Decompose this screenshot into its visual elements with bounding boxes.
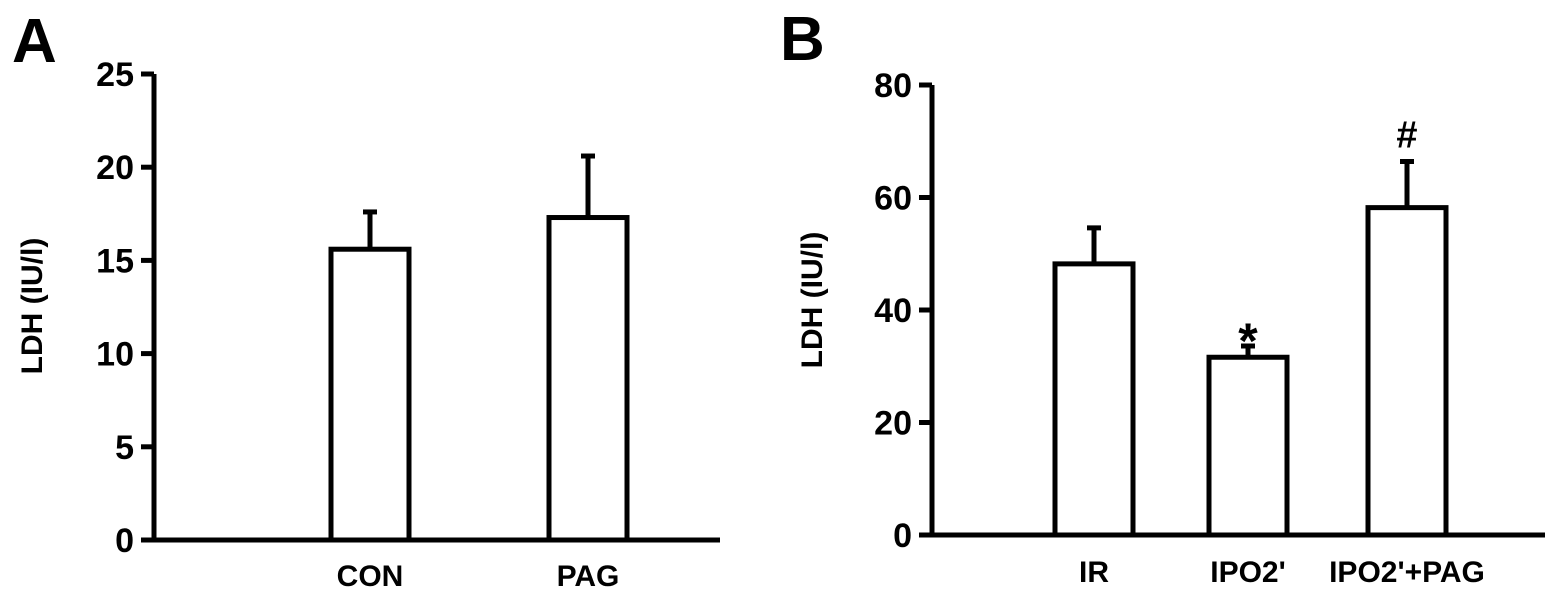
panel-a: A LDH (IU/l) 0 5 10 15 20 25 CON PAG <box>12 7 720 593</box>
bar <box>1365 205 1449 538</box>
y-tick-label: 5 <box>115 429 134 467</box>
bar <box>1052 261 1136 538</box>
y-axis-label: LDH (IU/l) <box>796 232 829 369</box>
x-tick-label: IR <box>1079 556 1109 589</box>
x-tick-label: CON <box>337 560 404 593</box>
panel-b: B LDH (IU/l) 0 20 40 60 80 IR * IPO2' # IPO2'+PAG <box>780 5 1545 589</box>
y-tick-label: 20 <box>874 405 912 443</box>
x-tick-label: IPO2' <box>1210 556 1286 589</box>
bar <box>328 246 412 543</box>
y-tick-label: 40 <box>874 292 912 330</box>
y-tick-label: 80 <box>874 67 912 105</box>
y-axis-label: LDH (IU/l) <box>16 238 49 375</box>
bar <box>1206 354 1290 538</box>
bar <box>546 215 630 543</box>
y-tick-label: 25 <box>96 56 134 94</box>
panel-label: B <box>780 5 825 74</box>
y-tick-label: 15 <box>96 242 134 280</box>
y-tick-label: 20 <box>96 149 134 187</box>
significance-mark: * <box>1238 313 1258 369</box>
significance-mark: # <box>1396 115 1417 157</box>
x-tick-label: IPO2'+PAG <box>1329 556 1485 589</box>
panel-label: A <box>12 7 57 76</box>
y-tick-label: 0 <box>893 517 912 555</box>
x-tick-label: PAG <box>557 560 620 593</box>
y-tick-label: 10 <box>96 336 134 374</box>
y-tick-label: 0 <box>115 522 134 560</box>
y-tick-label: 60 <box>874 180 912 218</box>
